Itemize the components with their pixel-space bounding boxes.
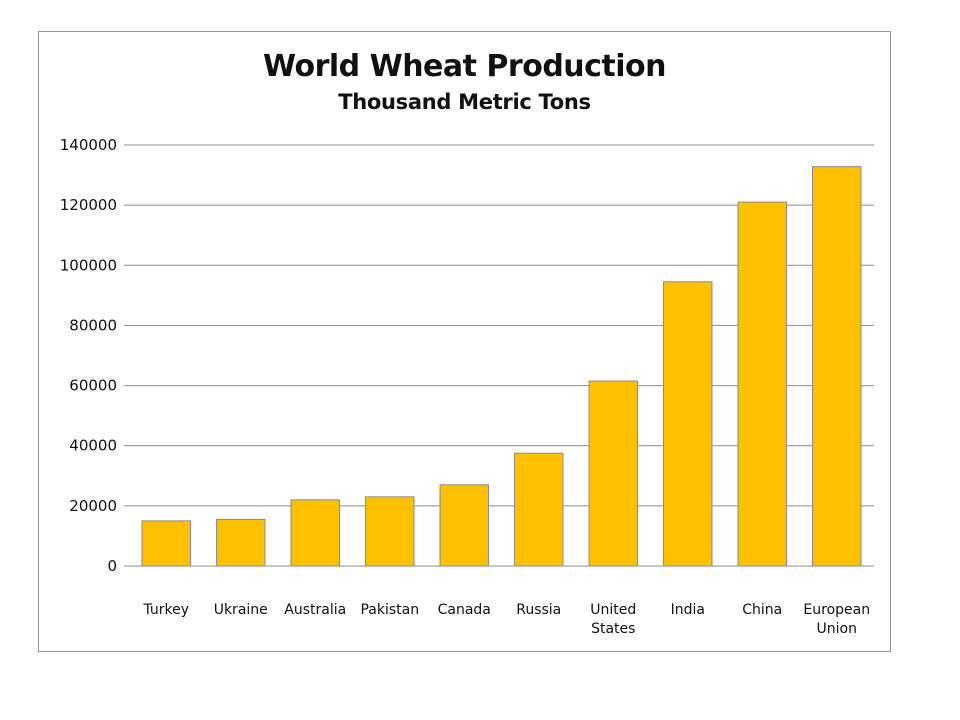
plot-area: 020000400006000080000100000120000140000 … xyxy=(60,136,874,637)
bar xyxy=(216,518,266,567)
x-category-label-line: Union xyxy=(817,621,857,637)
x-category-label: United States xyxy=(590,602,636,637)
x-category-label: Canada xyxy=(438,602,491,618)
x-category-label-line: Pakistan xyxy=(360,602,419,618)
y-tick-label: 40000 xyxy=(69,437,117,455)
y-tick-label: 80000 xyxy=(69,316,117,334)
bar xyxy=(514,452,564,567)
x-category-label-line: Russia xyxy=(516,602,561,618)
x-category-label: Ukraine xyxy=(214,602,268,618)
bar xyxy=(812,166,862,567)
x-category-label-line: European xyxy=(803,602,870,618)
bar xyxy=(737,201,787,567)
x-category-label-line: India xyxy=(671,602,705,618)
x-category-label-line: Australia xyxy=(284,602,346,618)
x-category-label-line: Ukraine xyxy=(214,602,268,618)
x-category-label-line: Turkey xyxy=(142,602,189,618)
x-category-label-line: States xyxy=(591,621,635,637)
y-tick-label: 60000 xyxy=(69,377,117,395)
x-category-label: Turkey xyxy=(142,602,189,618)
y-tick-label: 120000 xyxy=(60,196,117,214)
bar xyxy=(290,499,340,567)
x-category-label: Pakistan xyxy=(360,602,419,618)
x-category-label: Australia xyxy=(284,602,346,618)
x-category-label-line: Canada xyxy=(438,602,491,618)
y-tick-label: 140000 xyxy=(60,136,117,154)
x-axis-categories: Turkey Ukraine Australia Pakistan Canada Russ… xyxy=(142,602,870,637)
bar xyxy=(588,380,638,567)
bar xyxy=(663,281,713,567)
y-tick-label: 0 xyxy=(107,557,117,575)
x-category-label: European Union xyxy=(803,602,870,637)
chart-frame: World Wheat Production Thousand Metric T… xyxy=(38,31,891,652)
chart-subtitle: Thousand Metric Tons xyxy=(338,90,591,114)
bar xyxy=(141,520,191,567)
y-tick-label: 20000 xyxy=(69,497,117,515)
bar xyxy=(439,484,489,567)
y-axis-ticks: 0 20000 40000 60000 80000 100000 120000 140000 xyxy=(60,136,117,575)
x-category-label: India xyxy=(671,602,705,618)
bars xyxy=(141,166,862,567)
chart-title: World Wheat Production xyxy=(262,49,667,84)
x-category-label-line: United xyxy=(590,602,636,618)
y-tick-label: 100000 xyxy=(60,256,117,274)
x-category-label-line: China xyxy=(742,602,782,618)
x-category-label: China xyxy=(742,602,782,618)
x-category-label: Russia xyxy=(516,602,561,618)
bar xyxy=(365,496,415,567)
